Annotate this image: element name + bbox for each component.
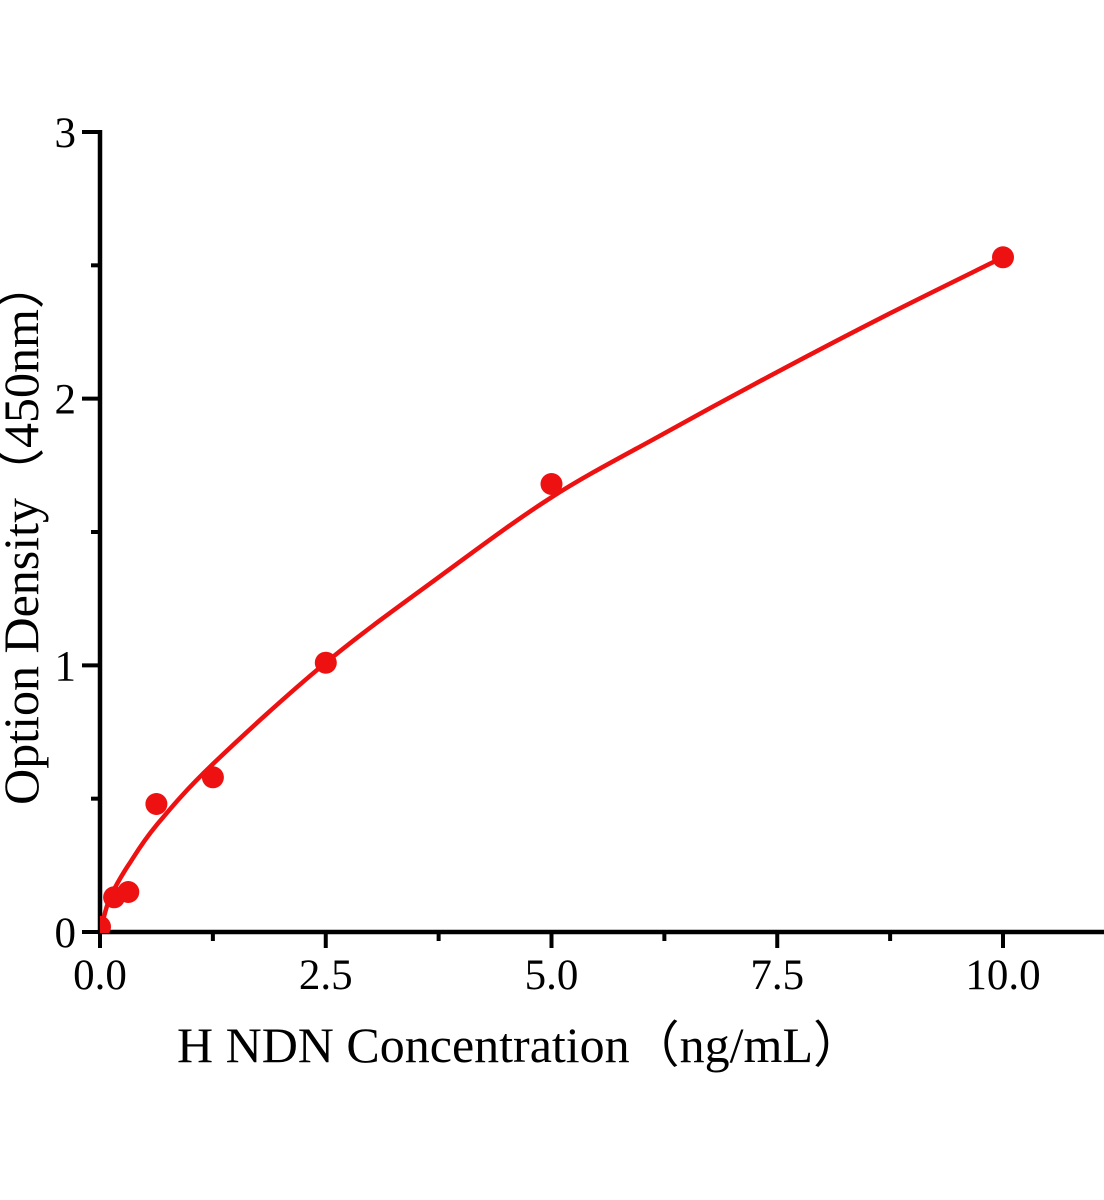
- axis-tick-labels: 0 1 2 3 0.0 2.5 5.0 7.5 10.0: [55, 110, 1041, 999]
- x-axis-title: H NDN Concentration（ng/mL）: [177, 1017, 863, 1073]
- x-tick-label: 5.0: [525, 952, 579, 999]
- data-point: [992, 246, 1014, 269]
- data-point: [117, 881, 140, 903]
- axis-spines: [97, 130, 1104, 935]
- data-point: [540, 473, 563, 495]
- data-point: [100, 915, 111, 933]
- y-tick-label: 2: [55, 377, 77, 424]
- data-point: [314, 651, 337, 674]
- x-tick-label: 7.5: [750, 952, 804, 999]
- x-tick-label: 10.0: [965, 952, 1040, 999]
- data-point: [201, 766, 224, 789]
- y-tick-label: 1: [55, 643, 77, 690]
- axis-ticks: [82, 129, 1005, 948]
- data-point: [145, 793, 168, 815]
- fit-curve: [100, 255, 1006, 933]
- plot-area: [100, 246, 1014, 933]
- y-tick-label: 0: [55, 910, 77, 957]
- y-axis-title: Option Density（450nm）: [0, 259, 49, 805]
- y-tick-label: 3: [55, 110, 77, 157]
- x-tick-label: 0.0: [73, 952, 127, 999]
- x-tick-label: 2.5: [299, 952, 353, 999]
- axes: [97, 130, 1104, 935]
